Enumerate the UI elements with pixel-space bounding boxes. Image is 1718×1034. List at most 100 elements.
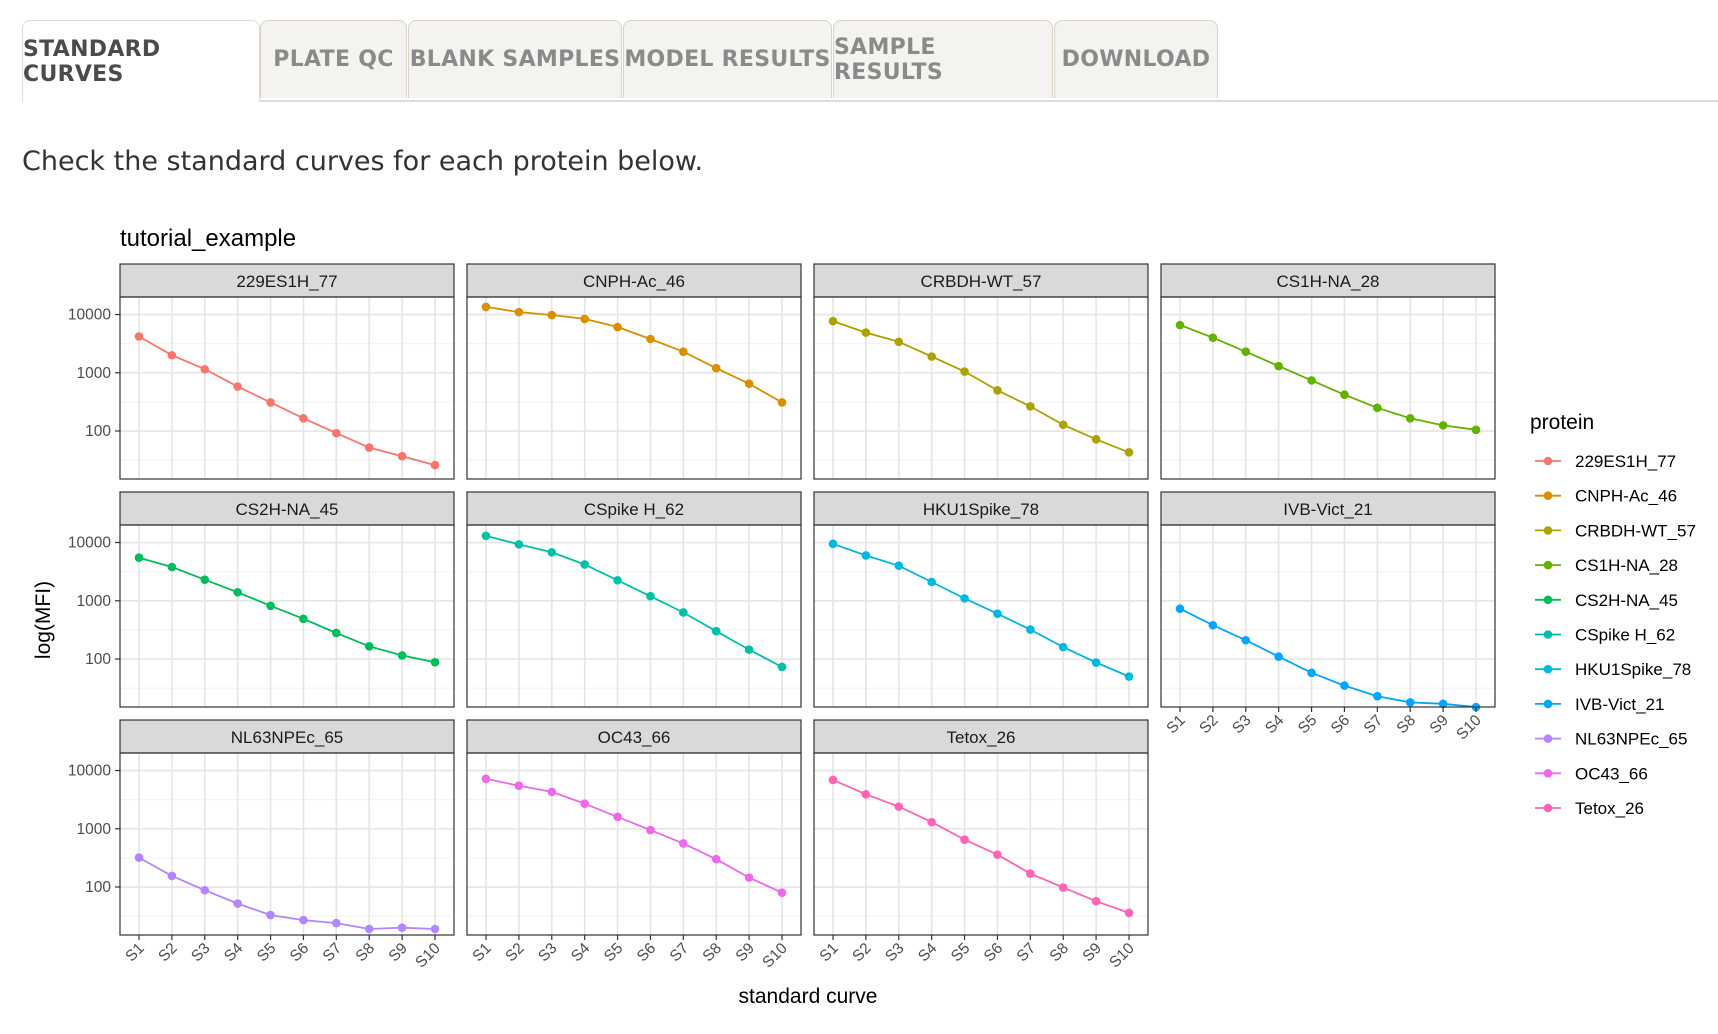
tab-standard-curves[interactable]: STANDARD CURVES [22,20,260,102]
x-tick-label: S9 [386,940,411,965]
tab-plate-qc[interactable]: PLATE QC [260,20,407,98]
legend-item-label: HKU1Spike_78 [1575,660,1691,679]
tab-download[interactable]: DOWNLOAD [1054,20,1218,98]
y-tick-label: 10000 [68,535,111,552]
data-point [777,888,787,897]
panel-border [119,524,455,708]
tab-sample-results[interactable]: SAMPLE RESULTS [833,20,1053,98]
x-tick-label: S8 [353,940,378,965]
x-tick-label: S6 [634,940,659,965]
data-point [430,460,440,470]
x-tick-label: S2 [502,940,527,965]
series-line [485,777,783,894]
data-point [828,775,838,785]
data-point [1124,672,1134,681]
x-tick-label: S7 [320,940,345,965]
x-tick-label: S9 [1080,940,1105,965]
facet-strip [813,719,1149,754]
data-point [744,645,754,654]
data-point [332,428,341,438]
x-tick-label: S1 [816,940,841,965]
data-point [613,322,622,332]
data-point [266,398,275,407]
data-point [1026,869,1035,878]
data-point [299,614,308,624]
facet-strip-label: HKU1Spike_78 [923,500,1039,519]
facet-strip-label: CS2H-NA_45 [236,500,339,519]
data-point [134,853,144,862]
data-point [679,347,688,357]
legend-item-label: CS1H-NA_28 [1575,556,1678,575]
x-tick-label: S2 [849,940,874,965]
x-tick-label: S9 [1427,712,1452,737]
data-point [332,628,341,638]
x-tick-label: S1 [122,940,147,965]
tab-bar: STANDARD CURVES PLATE QC BLANK SAMPLES M… [22,20,1718,102]
data-point [711,626,721,636]
data-point [894,561,904,571]
panel-background [467,525,801,707]
data-point [514,540,524,549]
facet-strip-label: 229ES1H_77 [236,272,337,291]
data-point [167,562,177,572]
facet-strip [1160,491,1496,526]
panel-background [814,753,1148,935]
series-line [1179,607,1477,708]
y-tick-label: 10000 [68,307,111,324]
facet-strip [813,263,1149,298]
data-point [1175,320,1185,330]
x-tick-label: S3 [188,940,213,965]
data-point [547,787,557,797]
data-point [861,328,871,337]
data-point [167,350,177,360]
series-line [832,542,1130,678]
y-tick-label: 10000 [68,763,111,780]
data-point [1340,681,1349,690]
series-line [485,306,783,404]
panel-border [813,296,1149,480]
x-tick-label: S10 [759,940,791,972]
data-point [993,609,1002,618]
x-tick-label: S8 [700,940,725,965]
data-point [679,839,688,848]
data-point [613,812,622,822]
data-point [960,367,969,376]
facet-panel-tetox-26: Tetox_26 S1 S2 S3 S4 S5 S6 S7 S8 S9 S10 [813,719,1149,971]
data-point [580,799,589,808]
data-point [1405,698,1415,707]
facet-strip-label: CSpike H_62 [584,500,684,519]
facet-panel-cs1h-na-28: CS1H-NA_28 [1160,263,1496,480]
facet-panel-ivb-vict-21: IVB-Vict_21 S1 S2 S3 S4 S5 S6 S7 S8 S9 S10 [1160,491,1496,743]
data-point [1274,652,1283,661]
legend-item-label: OC43_66 [1575,764,1648,783]
y-tick-label: 1000 [77,593,112,610]
facet-strip-label: NL63NPEc_65 [231,728,343,747]
data-point [927,352,936,361]
data-point [1307,376,1316,385]
legend-key-point [1543,664,1553,674]
data-point [481,531,491,541]
facet-strip-label: OC43_66 [598,728,671,747]
data-point [1058,883,1068,892]
x-tick-label: S5 [1295,712,1320,737]
legend-item-label: CSpike H_62 [1575,626,1675,645]
x-tick-label: S7 [667,940,692,965]
facet-panel-229es1h-77: 229ES1H_77 100 1000 10000 [68,263,455,480]
x-tick-label: S10 [412,940,444,972]
data-point [1208,333,1218,343]
data-point [1274,361,1283,371]
x-tick-label: S4 [568,940,594,966]
tab-model-results[interactable]: MODEL RESULTS [623,20,832,98]
legend-item-label: NL63NPEc_65 [1575,730,1687,749]
data-point [927,577,936,587]
x-tick-label: S8 [1047,940,1072,965]
x-tick-label: S7 [1014,940,1039,965]
panel-border [466,524,802,708]
data-point [1091,896,1101,906]
series-line [485,535,783,668]
tab-blank-samples[interactable]: BLANK SAMPLES [408,20,622,98]
legend-item-label: Tetox_26 [1575,799,1644,818]
data-point [514,307,524,317]
data-point [1026,625,1035,634]
